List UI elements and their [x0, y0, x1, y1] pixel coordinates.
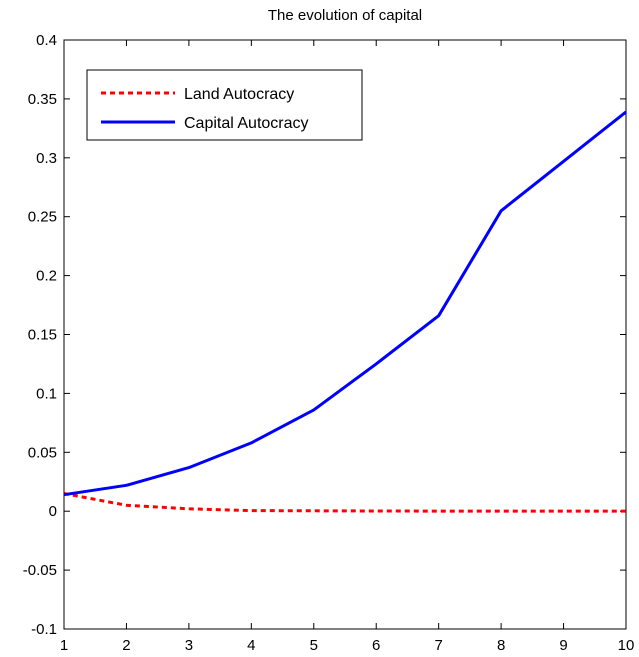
data-point-capital-autocracy: [187, 466, 190, 469]
x-tick-label: 3: [185, 637, 193, 654]
chart-title: The evolution of capital: [268, 7, 422, 24]
legend-box: [86, 69, 363, 141]
data-point-capital-autocracy: [63, 493, 66, 496]
x-tick-label: 7: [434, 637, 442, 654]
y-tick-label: 0.25: [28, 209, 57, 226]
legend: Land Autocracy Capital Autocracy: [86, 69, 363, 141]
y-tick-label: 0.2: [36, 268, 57, 285]
data-point-land-autocracy: [562, 510, 565, 513]
x-tick-label: 8: [497, 637, 505, 654]
data-point-land-autocracy: [312, 509, 315, 512]
y-tick-label: -0.05: [23, 562, 57, 579]
y-tick-label: 0.4: [36, 32, 57, 49]
data-point-capital-autocracy: [437, 314, 440, 317]
data-point-capital-autocracy: [375, 362, 378, 365]
data-point-land-autocracy: [187, 507, 190, 510]
data-point-capital-autocracy: [125, 484, 128, 487]
data-point-capital-autocracy: [312, 408, 315, 411]
series-layer: [63, 110, 628, 513]
data-point-capital-autocracy: [625, 110, 628, 113]
data-point-land-autocracy: [625, 510, 628, 513]
x-axis-ticks: 1 2 3 4 5 6 7 8 9 10: [60, 40, 635, 654]
y-tick-label: 0.05: [28, 444, 57, 461]
data-point-capital-autocracy: [500, 209, 503, 212]
x-tick-label: 1: [60, 637, 68, 654]
x-tick-label: 9: [559, 637, 567, 654]
x-tick-label: 6: [372, 637, 380, 654]
y-tick-label: 0.1: [36, 385, 57, 402]
x-tick-label: 5: [310, 637, 318, 654]
legend-label-land-autocracy: Land Autocracy: [184, 86, 294, 103]
legend-label-capital-autocracy: Capital Autocracy: [184, 115, 309, 132]
data-point-capital-autocracy: [562, 160, 565, 163]
data-point-capital-autocracy: [250, 441, 253, 444]
y-axis-ticks: -0.1 -0.05 0 0.05 0.1 0.15 0.2 0.25 0.3 0.35 0.4: [23, 32, 626, 638]
data-point-land-autocracy: [500, 510, 503, 513]
series-line-land-autocracy: [63, 492, 626, 513]
y-tick-label: -0.1: [31, 621, 57, 638]
y-tick-label: 0: [49, 503, 57, 520]
x-tick-label: 10: [618, 637, 635, 654]
data-point-land-autocracy: [125, 504, 128, 507]
y-tick-label: 0.35: [28, 91, 57, 108]
y-tick-label: 0.15: [28, 327, 57, 344]
data-point-land-autocracy: [437, 510, 440, 513]
y-tick-label: 0.3: [36, 150, 57, 167]
data-point-land-autocracy: [375, 509, 378, 512]
series-line-capital-autocracy: [63, 110, 627, 497]
x-tick-label: 2: [122, 637, 130, 654]
data-point-land-autocracy: [250, 509, 253, 512]
x-tick-label: 4: [247, 637, 255, 654]
